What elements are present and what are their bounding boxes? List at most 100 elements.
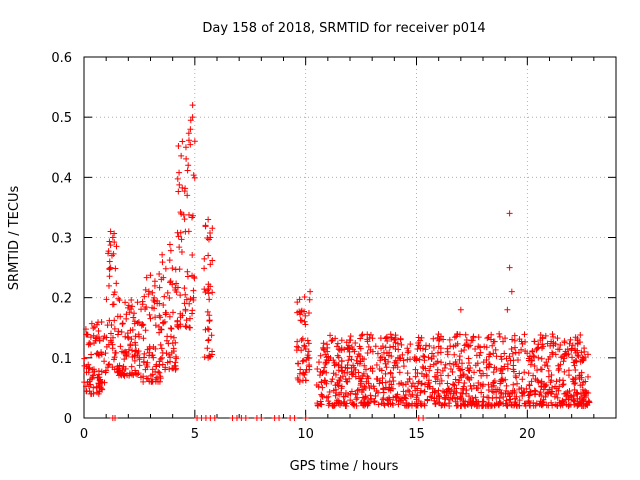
- x-tick-label: 0: [80, 427, 88, 442]
- data-point: [489, 395, 496, 402]
- data-point: [388, 336, 395, 343]
- data-point: [348, 344, 355, 351]
- data-point: [201, 265, 208, 272]
- data-point: [362, 366, 369, 373]
- data-point: [176, 181, 183, 188]
- data-point: [134, 351, 141, 358]
- data-point: [170, 334, 177, 341]
- data-point: [166, 295, 173, 302]
- data-point: [152, 368, 159, 375]
- data-point: [502, 400, 509, 407]
- data-point: [398, 341, 405, 348]
- data-point: [319, 393, 326, 400]
- data-point: [184, 167, 191, 174]
- data-point: [426, 367, 433, 374]
- data-point: [580, 398, 587, 405]
- data-point: [190, 287, 197, 294]
- data-point: [83, 363, 90, 370]
- data-point: [486, 353, 493, 360]
- data-point: [135, 370, 142, 377]
- data-point: [143, 274, 150, 281]
- data-point: [437, 372, 444, 379]
- data-point: [471, 369, 478, 376]
- data-point: [334, 381, 341, 388]
- data-point: [301, 371, 308, 378]
- data-point: [535, 354, 542, 361]
- data-point: [395, 346, 402, 353]
- data-point: [407, 393, 414, 400]
- data-point: [498, 389, 505, 396]
- data-point: [576, 376, 583, 383]
- data-point: [157, 341, 164, 348]
- data-point: [512, 399, 519, 406]
- data-point: [135, 348, 142, 355]
- data-point: [352, 390, 359, 397]
- data-point: [518, 389, 525, 396]
- data-point: [81, 355, 88, 362]
- data-point: [468, 385, 475, 392]
- data-point: [504, 306, 511, 313]
- data-point: [343, 339, 350, 346]
- data-point: [296, 370, 303, 377]
- data-point: [120, 371, 127, 378]
- data-point: [341, 398, 348, 405]
- data-point: [317, 352, 324, 359]
- data-point: [151, 298, 158, 305]
- data-point: [500, 394, 507, 401]
- data-point: [500, 338, 507, 345]
- data-point: [153, 363, 160, 370]
- data-point: [92, 337, 99, 344]
- data-point: [464, 342, 471, 349]
- data-point: [369, 348, 376, 355]
- data-point: [435, 391, 442, 398]
- data-point: [182, 185, 189, 192]
- data-point: [115, 328, 122, 335]
- data-point: [499, 376, 506, 383]
- data-point: [111, 289, 118, 296]
- data-point: [393, 397, 400, 404]
- data-point: [115, 372, 122, 379]
- data-point: [139, 321, 146, 328]
- data-point: [327, 332, 334, 339]
- data-point: [516, 370, 523, 377]
- data-point: [397, 335, 404, 342]
- data-point: [316, 359, 323, 366]
- data-point: [472, 362, 479, 369]
- data-point: [565, 367, 572, 374]
- data-point: [128, 296, 135, 303]
- data-point: [122, 299, 129, 306]
- data-point: [166, 313, 173, 320]
- data-point: [317, 401, 324, 408]
- data-point: [581, 348, 588, 355]
- data-point: [81, 379, 88, 386]
- data-point: [383, 334, 390, 341]
- data-point: [95, 327, 102, 334]
- data-point: [372, 343, 379, 350]
- data-point: [498, 370, 505, 377]
- data-point: [167, 325, 174, 332]
- data-point: [566, 340, 573, 347]
- data-point: [146, 311, 153, 318]
- data-point: [514, 380, 521, 387]
- data-point: [90, 372, 97, 379]
- data-point: [432, 400, 439, 407]
- data-point: [184, 273, 191, 280]
- data-point: [434, 369, 441, 376]
- data-point: [523, 385, 530, 392]
- data-point: [305, 340, 312, 347]
- data-point: [158, 326, 165, 333]
- data-point: [134, 371, 141, 378]
- data-point: [323, 369, 330, 376]
- data-point: [160, 301, 167, 308]
- data-point: [147, 315, 154, 322]
- data-point: [526, 391, 533, 398]
- data-point: [511, 332, 518, 339]
- data-point: [378, 353, 385, 360]
- data-point: [341, 346, 348, 353]
- data-point: [332, 371, 339, 378]
- data-point: [111, 239, 118, 246]
- data-point: [207, 261, 214, 268]
- data-point: [202, 222, 209, 229]
- data-point: [508, 288, 515, 295]
- data-point: [511, 337, 518, 344]
